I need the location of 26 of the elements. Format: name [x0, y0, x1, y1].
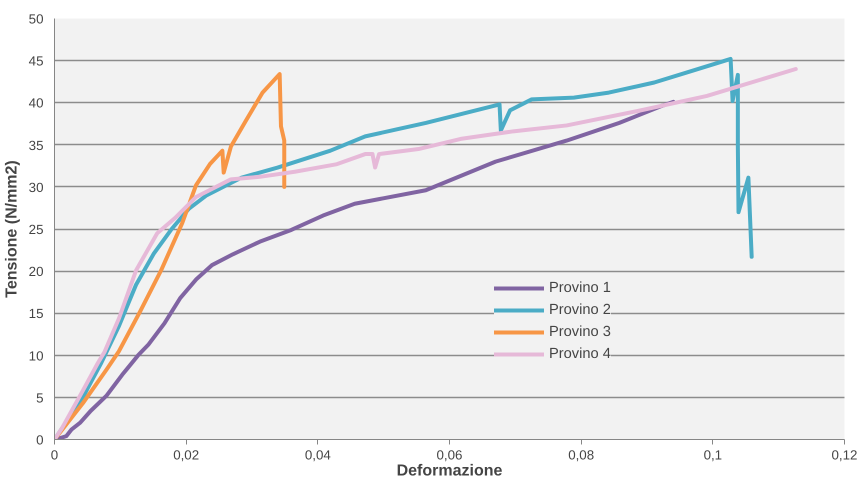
legend-label: Provino 1 — [549, 280, 611, 296]
y-tick-label: 30 — [28, 180, 44, 195]
y-tick-label: 5 — [36, 390, 44, 406]
y-axis-title: Tensione (N/mm2) — [4, 160, 21, 298]
y-tick-label: 0 — [36, 432, 44, 448]
x-tick-label: 0,08 — [568, 448, 594, 462]
y-tick-label: 50 — [28, 12, 44, 26]
x-tick-label: 0,02 — [173, 448, 200, 462]
y-tick-label: 40 — [28, 96, 44, 111]
legend-label: Provino 2 — [549, 302, 611, 318]
y-tick-label: 20 — [28, 264, 44, 280]
y-tick-label: 45 — [28, 54, 44, 69]
y-tick-label: 25 — [28, 222, 44, 237]
x-tick-label: 0,12 — [832, 448, 858, 462]
legend-label: Provino 3 — [549, 324, 611, 340]
line-series — [54, 100, 676, 440]
y-tick-label: 35 — [28, 138, 44, 153]
y-tick-label: 15 — [28, 306, 44, 322]
x-tick-label: 0,04 — [304, 448, 332, 462]
x-tick-label: 0,06 — [436, 448, 462, 462]
legend-label: Provino 4 — [549, 346, 611, 362]
x-tick-label: 0 — [50, 448, 58, 462]
y-tick-label: 10 — [28, 348, 44, 364]
x-tick-label: 0,1 — [704, 448, 722, 462]
x-axis-title: Deformazione — [396, 462, 502, 480]
line-series — [54, 72, 286, 440]
